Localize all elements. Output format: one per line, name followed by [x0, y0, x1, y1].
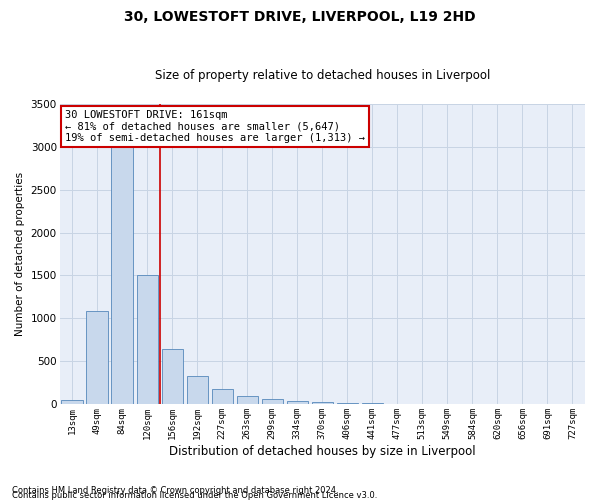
Text: Contains HM Land Registry data © Crown copyright and database right 2024.: Contains HM Land Registry data © Crown c… — [12, 486, 338, 495]
Bar — [187, 376, 208, 404]
Bar — [262, 399, 283, 404]
Bar — [212, 389, 233, 404]
Bar — [86, 312, 108, 404]
Bar — [137, 274, 158, 404]
Text: 30 LOWESTOFT DRIVE: 161sqm
← 81% of detached houses are smaller (5,647)
19% of s: 30 LOWESTOFT DRIVE: 161sqm ← 81% of deta… — [65, 110, 365, 143]
Bar — [236, 396, 258, 404]
Bar — [112, 130, 133, 404]
Text: Contains public sector information licensed under the Open Government Licence v3: Contains public sector information licen… — [12, 491, 377, 500]
X-axis label: Distribution of detached houses by size in Liverpool: Distribution of detached houses by size … — [169, 444, 476, 458]
Bar — [161, 349, 183, 404]
Bar — [287, 401, 308, 404]
Title: Size of property relative to detached houses in Liverpool: Size of property relative to detached ho… — [155, 69, 490, 82]
Bar — [61, 400, 83, 404]
Bar — [311, 402, 333, 404]
Bar — [337, 403, 358, 404]
Text: 30, LOWESTOFT DRIVE, LIVERPOOL, L19 2HD: 30, LOWESTOFT DRIVE, LIVERPOOL, L19 2HD — [124, 10, 476, 24]
Y-axis label: Number of detached properties: Number of detached properties — [15, 172, 25, 336]
